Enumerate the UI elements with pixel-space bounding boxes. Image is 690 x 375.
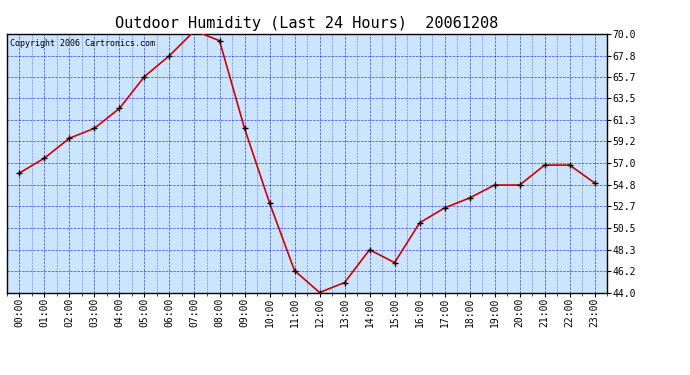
Title: Outdoor Humidity (Last 24 Hours)  20061208: Outdoor Humidity (Last 24 Hours) 2006120…	[115, 16, 499, 31]
Text: Copyright 2006 Cartronics.com: Copyright 2006 Cartronics.com	[10, 39, 155, 48]
